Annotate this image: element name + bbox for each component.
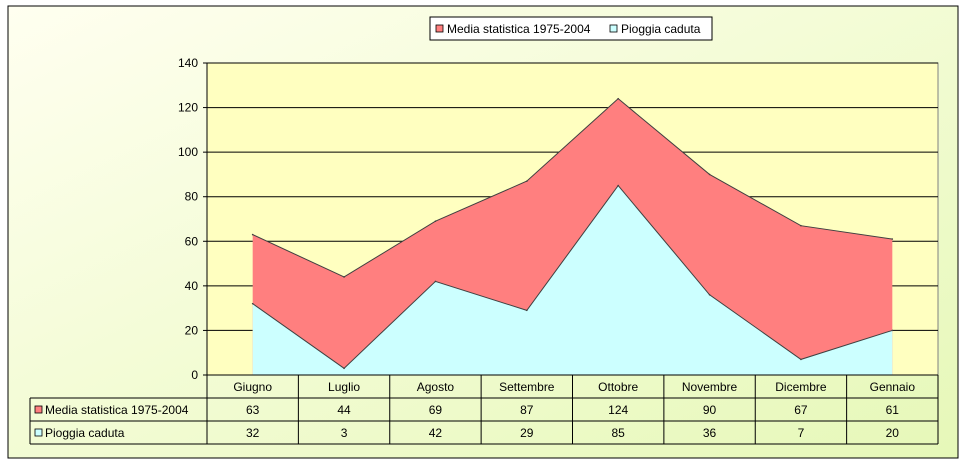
table-legend-key-1	[34, 428, 43, 437]
series-line-1	[252, 184, 893, 369]
x-tick-label-0: Giugno	[233, 380, 272, 394]
data-label-0-5: 90	[703, 403, 717, 417]
legend-box	[429, 16, 713, 41]
data-label-0-0: 63	[246, 403, 260, 417]
data-label-1-7: 20	[886, 426, 900, 440]
series-line-0	[252, 97, 893, 278]
x-tick-label-5: Novembre	[682, 380, 738, 394]
data-label-0-6: 67	[794, 403, 808, 417]
x-tick-label-3: Settembre	[499, 380, 555, 394]
data-point-0-4	[617, 97, 619, 100]
area-series-1	[252, 185, 893, 375]
y-tick-label-100: 100	[178, 145, 198, 159]
area-series	[251, 97, 894, 376]
data-point-0-3	[526, 180, 528, 182]
x-tick-label-7: Gennaio	[870, 380, 916, 394]
data-label-1-0: 32	[246, 426, 260, 440]
data-point-1-5	[708, 293, 711, 296]
data-point-1-1	[343, 367, 345, 370]
data-label-1-2: 42	[429, 426, 443, 440]
y-tick-label-20: 20	[185, 323, 199, 337]
y-tick-label-80: 80	[185, 190, 199, 204]
data-point-1-3	[526, 309, 528, 312]
data-table: Giugno Luglio Agosto Settembre Ottobre Novemb…	[29, 375, 939, 445]
data-point-1-0	[251, 302, 254, 305]
data-label-1-4: 85	[612, 426, 626, 440]
data-label-1-5: 36	[703, 426, 717, 440]
data-point-0-0	[251, 233, 254, 236]
data-point-1-7	[891, 329, 894, 332]
legend-label-0: Media statistica 1975-2004	[447, 22, 591, 36]
data-point-1-4	[617, 184, 619, 187]
data-label-1-3: 29	[520, 426, 534, 440]
y-tick-label-0: 0	[191, 368, 198, 382]
data-point-0-1	[343, 276, 345, 278]
y-tick-label-40: 40	[185, 279, 199, 293]
data-point-1-2	[434, 280, 437, 283]
table-series-name-1: Pioggia caduta	[45, 426, 125, 440]
data-label-0-7: 61	[886, 403, 900, 417]
data-label-0-3: 87	[520, 403, 534, 417]
x-tick-label-4: Ottobre	[598, 380, 638, 394]
x-tick-label-2: Agosto	[417, 380, 455, 394]
data-label-0-2: 69	[429, 403, 443, 417]
data-point-0-6	[800, 224, 802, 227]
x-tick-label-1: Luglio	[328, 380, 360, 394]
data-point-0-5	[708, 173, 711, 176]
y-tick-label-60: 60	[185, 234, 199, 248]
legend-label-1: Pioggia caduta	[621, 22, 701, 36]
legend: Media statistica 1975-2004 Pioggia caduta	[429, 16, 713, 41]
data-point-0-2	[434, 220, 437, 223]
y-tick-label-120: 120	[178, 101, 198, 115]
x-tick-label-6: Dicembre	[775, 380, 827, 394]
data-point-0-7	[891, 238, 894, 240]
data-label-1-6: 7	[798, 426, 805, 440]
data-label-0-1: 44	[337, 403, 351, 417]
legend-key-1	[609, 24, 618, 33]
legend-key-0	[435, 24, 444, 33]
table-series-name-0: Media statistica 1975-2004	[45, 403, 189, 417]
data-label-1-1: 3	[341, 426, 348, 440]
y-tick-label-140: 140	[178, 56, 198, 70]
data-point-1-6	[800, 358, 802, 361]
table-legend-key-0	[34, 405, 43, 414]
data-label-0-4: 124	[608, 403, 628, 417]
